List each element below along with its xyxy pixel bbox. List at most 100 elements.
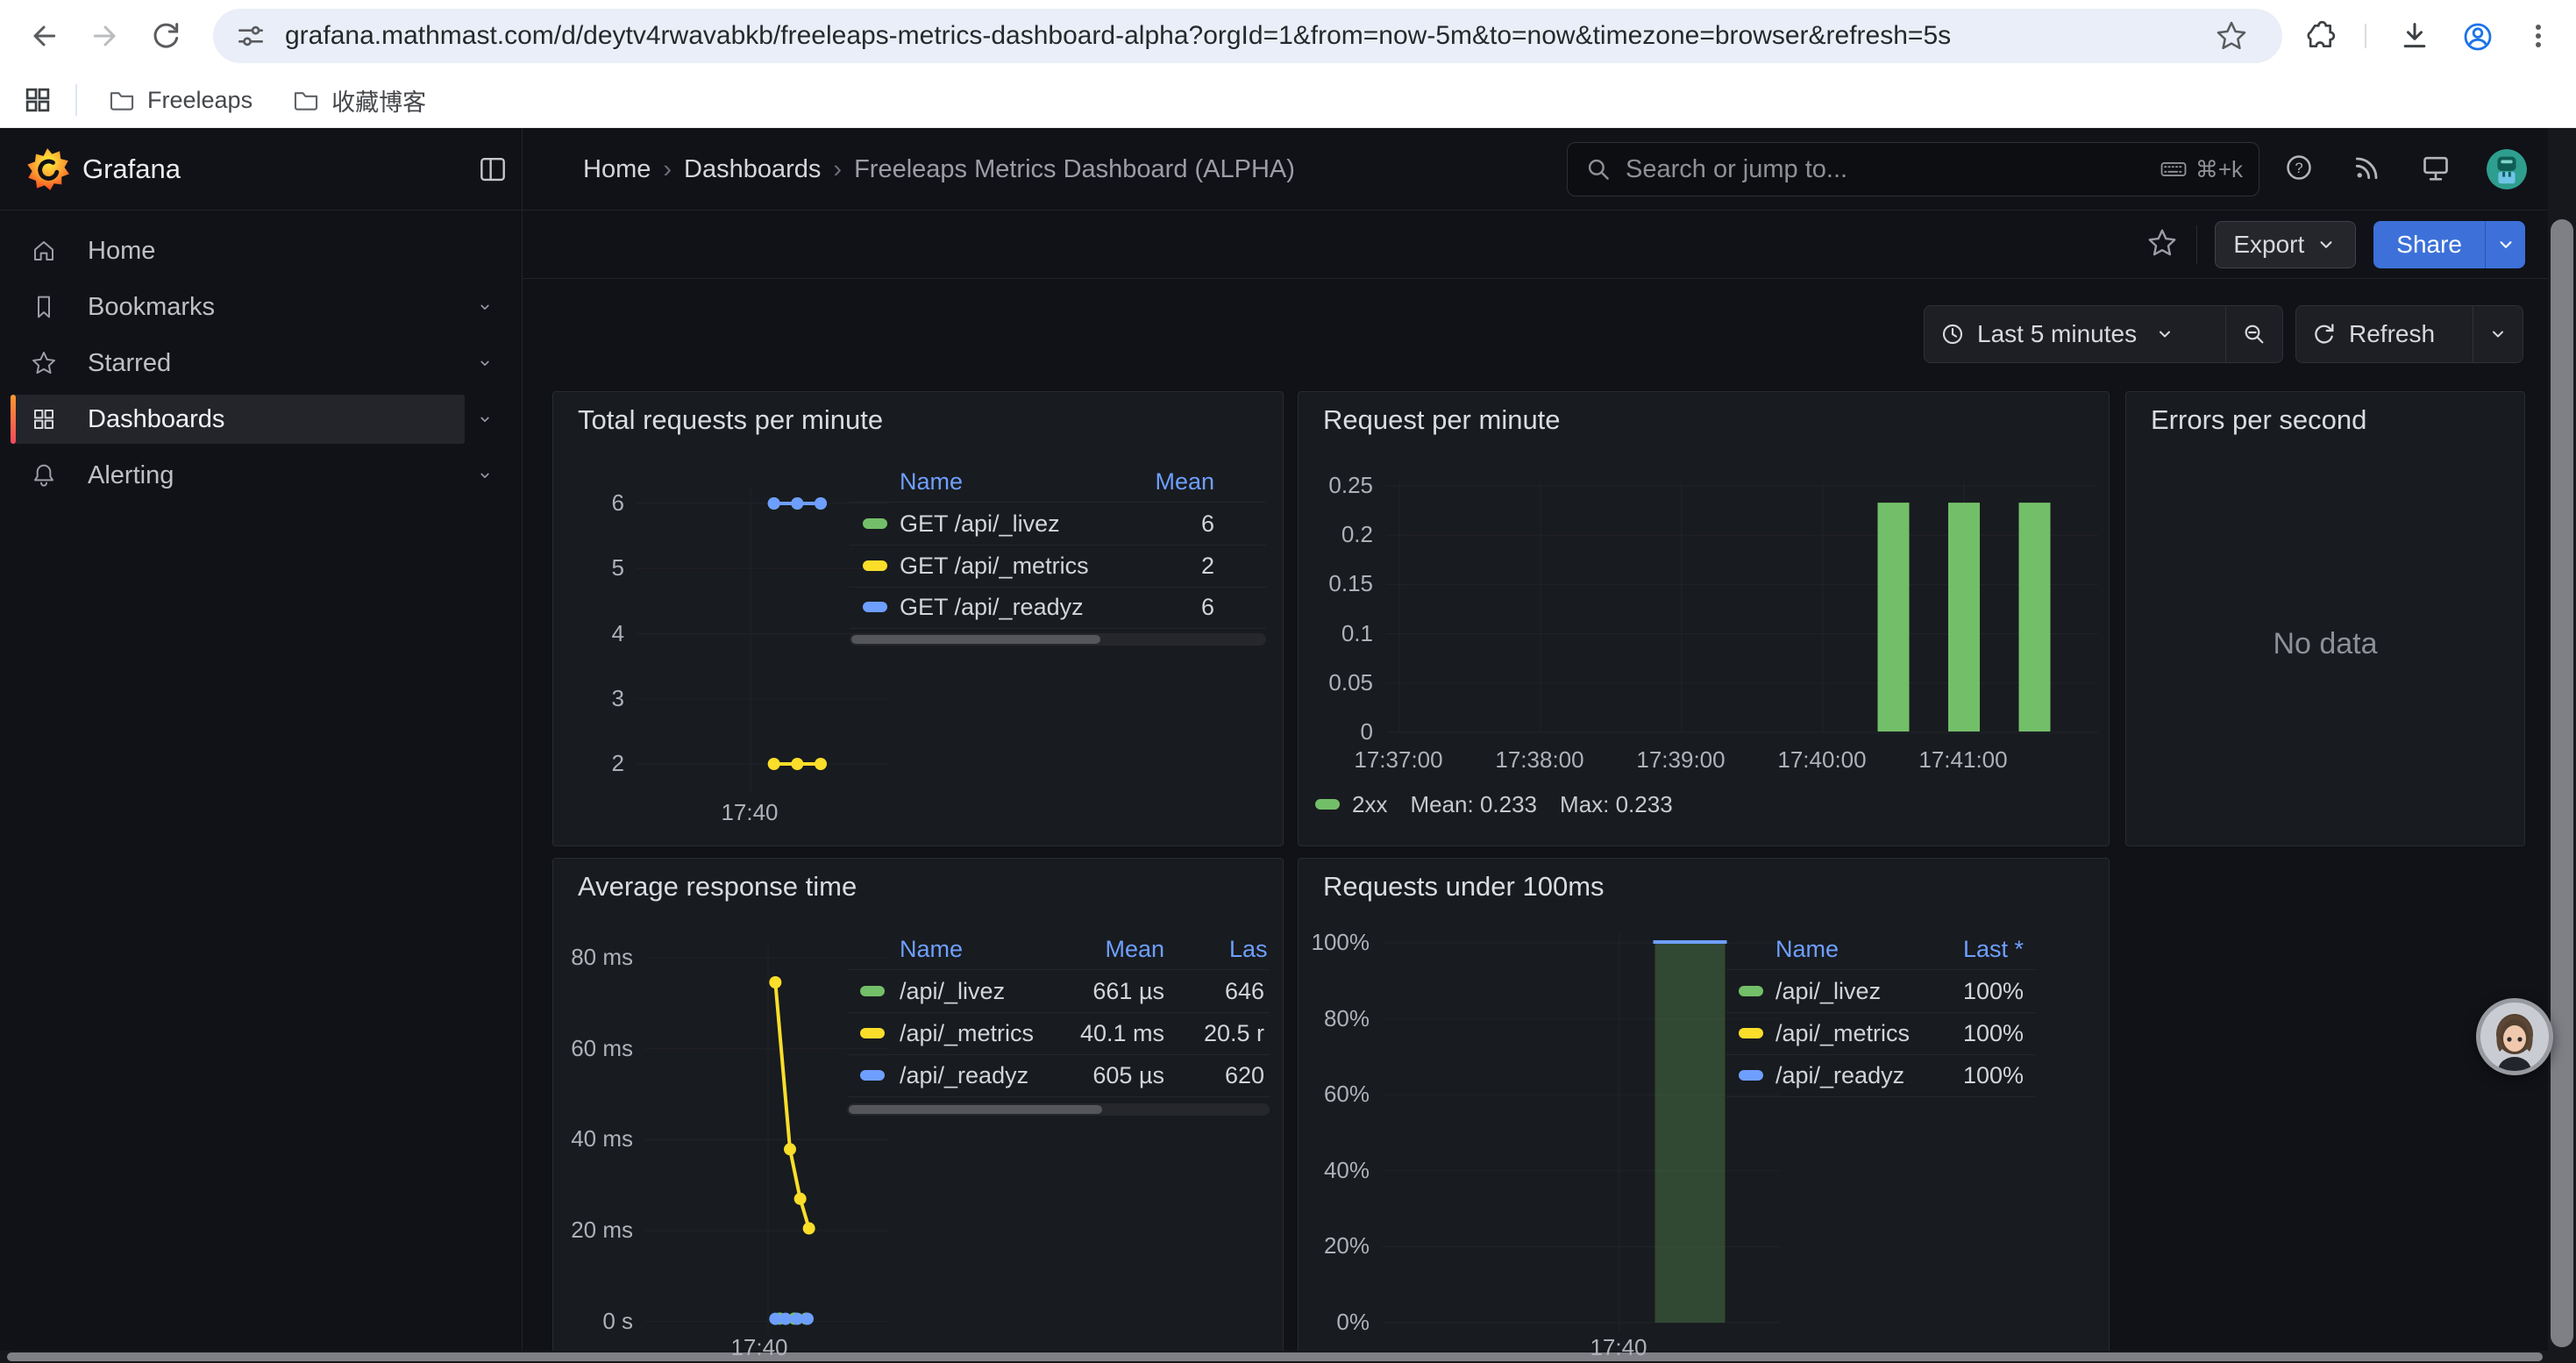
news-button[interactable] <box>2350 150 2385 189</box>
legend-2xx[interactable]: 2xx Mean: 0.233 Max: 0.233 <box>1315 792 1673 817</box>
bell-icon <box>30 461 58 489</box>
extensions-button[interactable] <box>2302 18 2338 54</box>
no-data-message: No data <box>2126 627 2524 661</box>
screenshot-root: grafana.mathmast.com/d/deytv4rwavabkb/fr… <box>0 0 2576 1363</box>
y-axis-tick: 5 <box>396 553 624 582</box>
apps-grid-icon <box>21 83 54 117</box>
browser-menu-button[interactable] <box>2521 18 2556 54</box>
table-cell-value: 100% <box>1796 976 2024 1006</box>
browser-toolbar: grafana.mathmast.com/d/deytv4rwavabkb/fr… <box>0 0 2576 72</box>
table-separator <box>850 587 1266 588</box>
org-avatar[interactable] <box>2487 149 2527 189</box>
chevron-down-icon <box>2315 233 2338 256</box>
svg-text:?: ? <box>2295 159 2302 175</box>
table-separator <box>847 969 1270 970</box>
table-scrollbar-thumb[interactable] <box>849 1105 1102 1114</box>
zoom-out-button[interactable] <box>2226 306 2282 362</box>
bookmark-icon <box>30 293 58 321</box>
time-range-picker[interactable]: Last 5 minutes <box>1925 306 2225 362</box>
table-separator <box>1726 1096 2036 1097</box>
breadcrumb-item[interactable]: Dashboards <box>684 155 821 184</box>
profile-button[interactable] <box>2459 18 2494 54</box>
search-input[interactable]: Search or jump to... ⌘+k <box>1567 142 2259 196</box>
table-header[interactable]: Name <box>900 467 963 496</box>
chevron-down-icon[interactable] <box>473 464 496 487</box>
kiosk-button[interactable] <box>2418 150 2453 189</box>
grafana-logo[interactable] <box>25 146 70 196</box>
x-axis-tick: 17:40 <box>1531 1333 1706 1362</box>
chevron-down-icon[interactable] <box>473 408 496 431</box>
request-per-minute-chart[interactable] <box>1299 392 2110 847</box>
export-button[interactable]: Export <box>2215 221 2356 268</box>
refresh-interval-button[interactable] <box>2473 306 2523 362</box>
share-button[interactable]: Share <box>2373 221 2485 268</box>
sidebar-toggle-button[interactable] <box>476 153 509 190</box>
breadcrumb-item[interactable]: Home <box>583 155 651 184</box>
floating-assistant-avatar[interactable] <box>2476 998 2553 1075</box>
help-icon: ? <box>2281 150 2316 185</box>
forward-button[interactable] <box>88 18 123 54</box>
y-axis-tick: 0 <box>1145 717 1373 746</box>
url-bar[interactable]: grafana.mathmast.com/d/deytv4rwavabkb/fr… <box>213 9 2282 63</box>
back-button[interactable] <box>26 18 61 54</box>
table-header[interactable]: Las <box>1229 934 1268 964</box>
table-separator <box>850 545 1266 546</box>
y-axis-tick: 20% <box>1142 1231 1370 1260</box>
downloads-button[interactable] <box>2397 18 2432 54</box>
bookmark-item[interactable]: Freeleaps <box>107 85 253 115</box>
y-axis-tick: 0.05 <box>1145 668 1373 697</box>
sidebar-item-label: Bookmarks <box>88 291 215 323</box>
brand-name: Grafana <box>82 153 181 185</box>
three-dot-menu-icon <box>2521 18 2556 54</box>
table-separator <box>850 502 1266 503</box>
sidebar-item-home[interactable] <box>0 226 522 275</box>
share-menu-button[interactable] <box>2485 221 2525 268</box>
clock-icon <box>1939 320 1967 348</box>
bookmark-label: Freeleaps <box>147 87 253 114</box>
legend-color-pill <box>863 560 887 571</box>
chevron-down-icon[interactable] <box>473 296 496 318</box>
legend-series-name: 2xx <box>1352 791 1387 818</box>
table-cell-value: 100% <box>1796 1060 2024 1090</box>
table-header[interactable]: Mean <box>936 934 1164 964</box>
grid-icon <box>30 405 58 433</box>
legend-color-pill <box>863 518 887 529</box>
star-icon <box>30 349 58 377</box>
horizontal-scrollbar-thumb[interactable] <box>7 1352 2543 1361</box>
bookmark-item[interactable]: 收藏博客 <box>291 83 426 118</box>
table-separator <box>847 1054 1270 1055</box>
zoom-out-icon <box>2240 320 2268 348</box>
apps-grid-button[interactable] <box>21 83 56 118</box>
bookmark-icon <box>30 293 58 321</box>
refresh-button[interactable]: Refresh <box>2296 306 2473 362</box>
chevron-down-icon[interactable] <box>473 352 496 375</box>
chevron-down-icon <box>473 296 496 318</box>
x-axis-tick: 17:40 <box>662 798 837 827</box>
toolbar-separator <box>2365 24 2366 48</box>
monitor-icon <box>2418 150 2453 185</box>
favorite-dashboard-button[interactable] <box>2145 226 2179 264</box>
table-header[interactable]: Mean <box>986 467 1214 496</box>
panel-title[interactable]: Errors per second <box>2151 404 2366 436</box>
table-separator <box>1726 969 2036 970</box>
sidebar-item-label: Home <box>88 235 155 267</box>
breadcrumb: Home›Dashboards›Freeleaps Metrics Dashbo… <box>583 128 1295 211</box>
table-header[interactable]: Last * <box>1796 934 2024 964</box>
table-cell-value: 20.5 r <box>1036 1018 1264 1048</box>
folder-icon <box>107 85 137 115</box>
sidebar-item-starred[interactable] <box>0 339 522 388</box>
table-scrollbar-thumb[interactable] <box>851 635 1100 644</box>
header-icons: ? <box>2281 149 2527 189</box>
back-icon <box>26 18 61 54</box>
help-button[interactable]: ? <box>2281 150 2316 189</box>
table-separator <box>1726 1054 2036 1055</box>
sidebar-item-bookmarks[interactable] <box>0 282 522 332</box>
y-axis-tick: 3 <box>396 684 624 713</box>
table-separator <box>847 1012 1270 1013</box>
reload-button[interactable] <box>149 18 184 54</box>
chevron-down-icon <box>473 464 496 487</box>
table-cell-value: 100% <box>1796 1018 2024 1048</box>
vertical-scrollbar-thumb[interactable] <box>2551 219 2573 1347</box>
bookmark-page-button[interactable] <box>2214 18 2249 54</box>
table-cell-value: 2 <box>986 551 1214 581</box>
